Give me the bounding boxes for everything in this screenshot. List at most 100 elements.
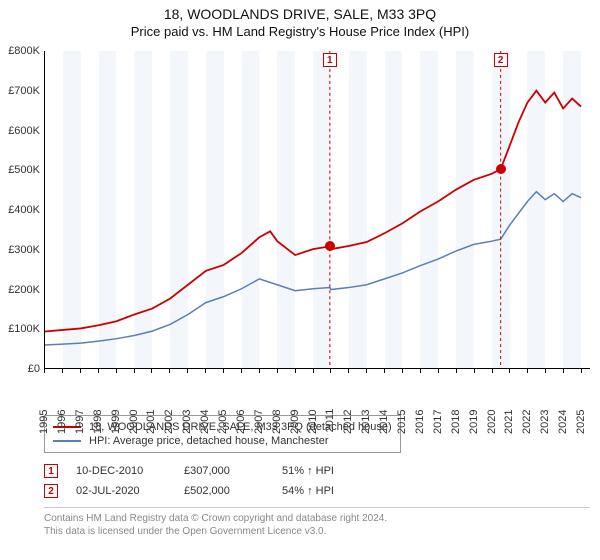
- x-axis-label: 2024: [557, 409, 569, 433]
- x-tick: [134, 369, 135, 373]
- x-axis-label: 2011: [324, 409, 336, 433]
- grid-band: [456, 51, 474, 368]
- x-tick: [474, 369, 475, 373]
- x-tick: [509, 369, 510, 373]
- grid-band: [99, 51, 117, 368]
- x-axis-label: 2000: [128, 409, 140, 433]
- y-axis-label: £400K: [8, 204, 40, 216]
- x-tick: [330, 369, 331, 373]
- grid-band: [367, 51, 385, 368]
- grid-band: [134, 51, 152, 368]
- x-axis-label: 2018: [450, 409, 462, 433]
- x-tick: [313, 369, 314, 373]
- grid-band: [170, 51, 188, 368]
- grid-band: [385, 51, 403, 368]
- sales-row-date: 10-DEC-2010: [76, 465, 166, 477]
- sale-dot: [496, 164, 506, 174]
- x-axis-label: 2014: [378, 409, 390, 433]
- x-axis-label: 2007: [253, 409, 265, 433]
- x-axis-label: 2015: [396, 409, 408, 433]
- x-tick: [241, 369, 242, 373]
- grid-band: [313, 51, 331, 368]
- sales-row-price: £502,000: [184, 485, 264, 497]
- grid-band: [474, 51, 492, 368]
- legend-row: HPI: Average price, detached house, Manc…: [53, 434, 392, 448]
- x-tick: [545, 369, 546, 373]
- sales-table: 110-DEC-2010£307,00051% ↑ HPI202-JUL-202…: [44, 461, 590, 501]
- grid-band: [402, 51, 420, 368]
- x-tick: [223, 369, 224, 373]
- x-axis-label: 2004: [199, 409, 211, 433]
- x-axis-label: 2021: [503, 409, 515, 433]
- sales-row: 2 02-JUL-2020 £502,000 54% ↑ HPI: [44, 481, 590, 501]
- grid-band: [420, 51, 438, 368]
- x-tick: [169, 369, 170, 373]
- sales-row-marker: 1: [44, 464, 58, 478]
- chart-title-main: 18, WOODLANDS DRIVE, SALE, M33 3PQ: [0, 6, 600, 22]
- y-axis: £0£100K£200K£300K£400K£500K£600K£700K£80…: [0, 51, 44, 369]
- x-tick: [581, 369, 582, 373]
- x-tick: [205, 369, 206, 373]
- x-axis-label: 2009: [289, 409, 301, 433]
- x-axis-label: 2019: [468, 409, 480, 433]
- sale-marker: 1: [323, 53, 337, 67]
- x-axis-label: 2025: [575, 409, 587, 433]
- x-tick: [527, 369, 528, 373]
- x-tick: [295, 369, 296, 373]
- sales-row: 110-DEC-2010£307,00051% ↑ HPI: [44, 461, 590, 481]
- x-tick: [44, 369, 45, 373]
- sales-row-hpi: 54% ↑ HPI: [282, 485, 362, 497]
- sales-row-hpi: 51% ↑ HPI: [282, 465, 362, 477]
- x-tick: [438, 369, 439, 373]
- y-axis-label: £500K: [8, 164, 40, 176]
- y-axis-label: £600K: [8, 125, 40, 137]
- x-tick: [259, 369, 260, 373]
- grid-band: [545, 51, 563, 368]
- grid-band: [527, 51, 545, 368]
- x-tick: [420, 369, 421, 373]
- sale-dot: [325, 241, 335, 251]
- grid-band: [295, 51, 313, 368]
- x-tick: [402, 369, 403, 373]
- grid-band: [242, 51, 260, 368]
- footer-attribution: Contains HM Land Registry data © Crown c…: [44, 507, 590, 538]
- chart-title-block: 18, WOODLANDS DRIVE, SALE, M33 3PQ Price…: [0, 0, 600, 41]
- x-axis-label: 2020: [486, 409, 498, 433]
- x-tick: [277, 369, 278, 373]
- y-axis-label: £100K: [8, 323, 40, 335]
- grid-band: [563, 51, 581, 368]
- grid-band: [188, 51, 206, 368]
- x-axis-label: 1997: [74, 409, 86, 433]
- legend-swatch: [53, 440, 81, 442]
- sales-row-marker: 2: [44, 484, 58, 498]
- x-axis-label: 2001: [145, 409, 157, 433]
- x-axis-label: 2008: [271, 409, 283, 433]
- chart-area: £0£100K£200K£300K£400K£500K£600K£700K£80…: [0, 41, 600, 411]
- grid-band: [349, 51, 367, 368]
- sale-marker: 2: [494, 53, 508, 67]
- grid-band: [259, 51, 277, 368]
- x-tick: [384, 369, 385, 373]
- footer-line2: This data is licensed under the Open Gov…: [44, 525, 590, 538]
- x-axis-label: 2003: [181, 409, 193, 433]
- plot-area: 12: [44, 51, 590, 369]
- x-tick: [116, 369, 117, 373]
- x-axis-label: 2013: [360, 409, 372, 433]
- x-axis-label: 1996: [56, 409, 68, 433]
- x-tick: [151, 369, 152, 373]
- x-tick: [456, 369, 457, 373]
- x-tick: [80, 369, 81, 373]
- grid-band: [492, 51, 510, 368]
- x-axis-label: 2002: [163, 409, 175, 433]
- grid-band: [116, 51, 134, 368]
- grid-band: [438, 51, 456, 368]
- y-axis-label: £700K: [8, 85, 40, 97]
- grid-band: [63, 51, 81, 368]
- x-axis: 1995199619971998199920002001200220032004…: [44, 369, 590, 411]
- sales-row-date: 02-JUL-2020: [76, 485, 166, 497]
- x-tick: [563, 369, 564, 373]
- grid-band: [206, 51, 224, 368]
- x-axis-label: 1995: [38, 409, 50, 433]
- x-tick: [187, 369, 188, 373]
- x-tick: [366, 369, 367, 373]
